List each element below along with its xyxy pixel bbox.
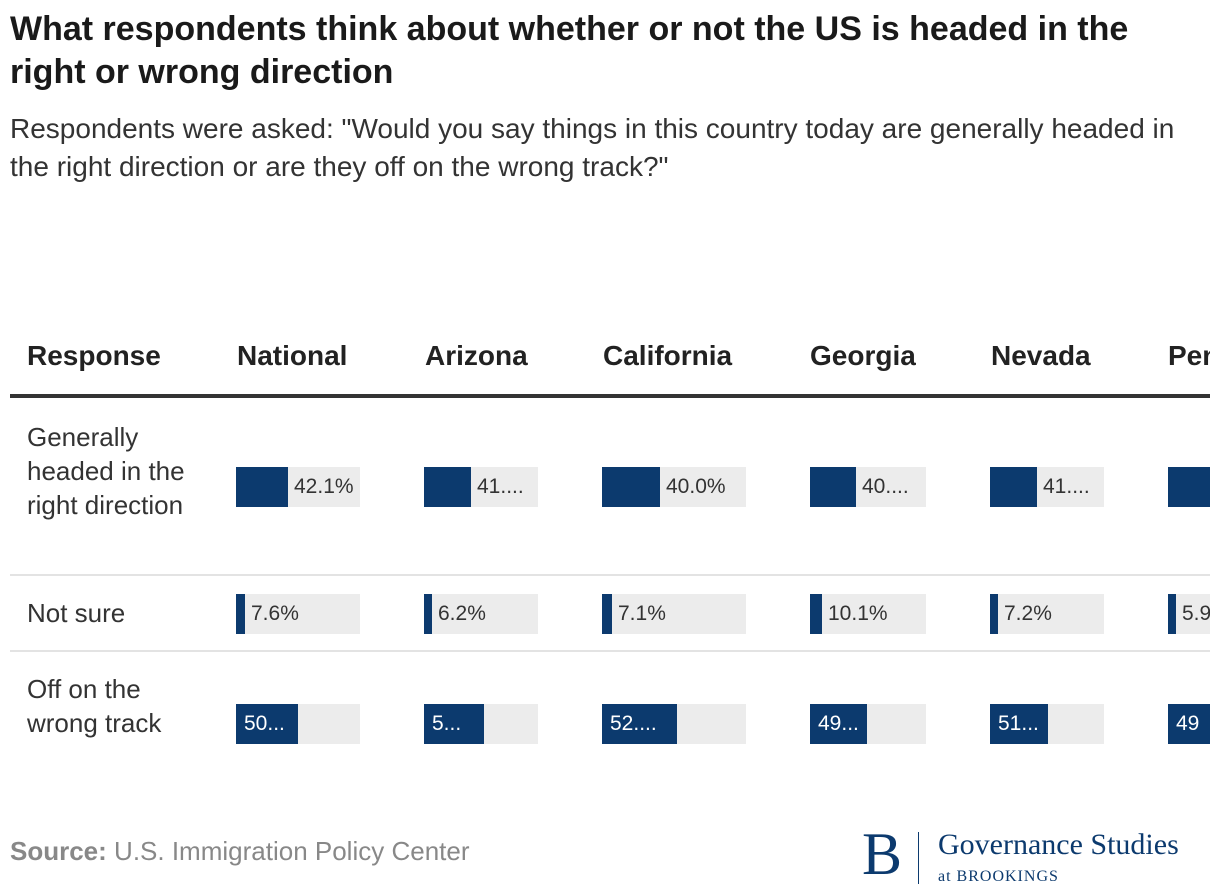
bar-cell-not-sure-california: 7.1% [602,594,746,634]
bar-cell-right-direction-georgia: 40.... [810,467,926,507]
bar-fill-wrong-track-arizona [424,704,484,744]
bar-fill-right-direction-national [236,467,288,507]
logo-letter: B [862,821,903,887]
bar-cell-not-sure-pennsylvania: 5.9 [1168,594,1210,634]
row-divider [10,650,1210,652]
bar-fill-not-sure-pennsylvania [1168,594,1176,634]
bar-value-label: 7.6% [251,602,299,625]
bar-cell-right-direction-pennsylvania [1168,467,1210,507]
bar-cell-wrong-track-arizona: 5... [424,704,538,744]
bar-fill-not-sure-california [602,594,612,634]
header-pennsylvania: Pennsylvania [1168,340,1210,371]
bar-value-label: 42.1% [294,475,354,498]
bar-cell-wrong-track-california: 52.... [602,704,746,744]
data-table: Response National Arizona California Geo… [10,330,1210,790]
source-note: Source: U.S. Immigration Policy Center [10,836,470,867]
logo-main-text: Governance Studies [938,828,1179,861]
bar-fill-wrong-track-california [602,704,677,744]
bar-fill-wrong-track-pennsylvania [1168,704,1210,744]
bar-value-label: 40.... [862,475,909,498]
row-divider [10,574,1210,576]
bar-value-label: 7.1% [618,602,666,625]
bar-value-label: 10.1% [828,602,888,625]
bar-value-label: 49... [818,712,859,735]
row-label-right-direction: Generally headed in the right direction [27,422,185,520]
bar-fill-not-sure-georgia [810,594,822,634]
bar-cell-not-sure-nevada: 7.2% [990,594,1104,634]
bar-fill-not-sure-arizona [424,594,432,634]
bar-fill-right-direction-california [602,467,660,507]
header-divider [10,394,1210,398]
bar-fill-not-sure-national [236,594,245,634]
chart-title: What respondents think about whether or … [10,10,1129,91]
header-response: Response [27,340,161,371]
bar-cell-right-direction-arizona: 41.... [424,467,538,507]
bar-value-label: 5.9 [1182,602,1210,625]
header-national: National [237,340,348,371]
logo-sub-text: at BROOKINGS [938,868,1059,885]
bar-cell-right-direction-nevada: 41.... [990,467,1104,507]
bar-cell-wrong-track-pennsylvania: 49 [1168,704,1210,744]
bar-cell-not-sure-arizona: 6.2% [424,594,538,634]
source-label: Source: [10,836,107,866]
bar-cell-wrong-track-georgia: 49... [810,704,926,744]
bar-fill-right-direction-nevada [990,467,1037,507]
bar-value-label: 52.... [610,712,657,735]
bar-value-label: 41.... [1043,475,1090,498]
bar-cell-not-sure-georgia: 10.1% [810,594,926,634]
bar-value-label: 7.2% [1004,602,1052,625]
bar-value-label: 51... [998,712,1039,735]
header-nevada: Nevada [991,340,1091,371]
bar-value-label: 40.0% [666,475,726,498]
source-text: U.S. Immigration Policy Center [114,836,470,866]
bar-value-label: 5... [432,712,462,735]
bar-fill-right-direction-pennsylvania [1168,467,1210,507]
table-row-not-sure: Not sure [10,576,1210,650]
chart-subtitle: Respondents were asked: "Would you say t… [10,113,1175,182]
table-header: Response National Arizona California Geo… [10,330,1210,394]
table-row-right-direction: Generally headed in the right direction [10,400,1210,574]
bar-value-label: 41.... [477,475,524,498]
bar-fill-wrong-track-georgia [810,704,867,744]
bar-fill-not-sure-nevada [990,594,998,634]
table-row-wrong-track: Off on the wrong track [10,652,1210,790]
header-georgia: Georgia [810,340,916,371]
bar-fill-right-direction-arizona [424,467,471,507]
logo-divider [918,832,919,884]
bar-fill-right-direction-georgia [810,467,856,507]
bar-fill-wrong-track-nevada [990,704,1048,744]
bar-value-label: 49 [1176,712,1200,735]
header-arizona: Arizona [425,340,528,371]
bar-fill-wrong-track-national [236,704,298,744]
row-label-wrong-track: Off on the wrong track [27,674,162,738]
bar-cell-right-direction-national: 42.1% [236,467,360,507]
bar-cell-wrong-track-national: 50... [236,704,360,744]
header-california: California [603,340,733,371]
brookings-logo: B Governance Studies at BROOKINGS [862,822,1212,890]
bar-value-label: 50... [244,712,285,735]
bar-value-label: 6.2% [438,602,486,625]
bar-cell-right-direction-california: 40.0% [602,467,746,507]
row-label-not-sure: Not sure [27,598,126,628]
bar-cell-wrong-track-nevada: 51... [990,704,1104,744]
bar-cell-not-sure-national: 7.6% [236,594,360,634]
